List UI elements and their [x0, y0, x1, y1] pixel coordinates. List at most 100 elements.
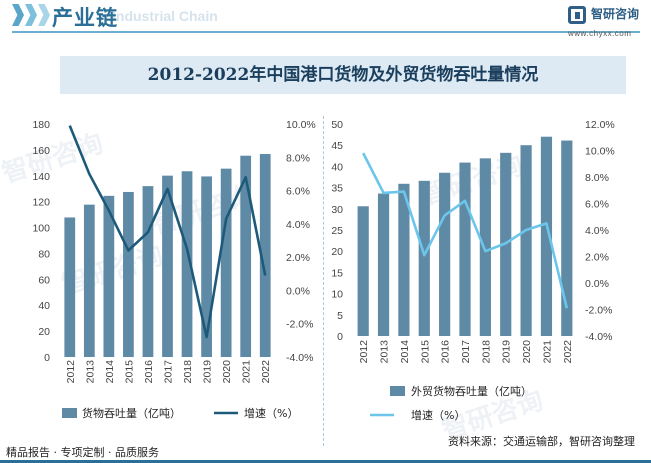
brand-url: www.chyxx.com: [568, 29, 632, 38]
legend-bar-label: 外贸货物吞吐量（亿吨）: [411, 384, 532, 398]
bar: [162, 175, 173, 357]
y-left-tick-label: 140: [32, 171, 50, 183]
bar: [561, 140, 573, 336]
y-left-tick-label: 40: [38, 300, 50, 312]
y-left-tick-label: 35: [331, 183, 343, 195]
x-tick-label: 2014: [399, 340, 411, 364]
legend-line-label: 增速（%）: [411, 408, 465, 422]
x-tick-label: 2021: [241, 360, 253, 384]
x-tick-label: 2013: [379, 340, 391, 364]
bar: [220, 168, 232, 357]
y-left-tick-label: 40: [331, 161, 343, 173]
brand-logo-icon: [568, 6, 586, 24]
y-right-tick-label: 10.0%: [286, 119, 316, 131]
header-chevrons-icon: [12, 4, 51, 28]
y-left-tick-label: 30: [331, 204, 343, 216]
y-left-tick-label: 45: [331, 140, 343, 152]
page-title: 产业链: [52, 5, 118, 30]
x-tick-label: 2015: [123, 360, 135, 384]
legend-bar-label: 货物吞吐量（亿吨）: [82, 406, 181, 420]
x-tick-label: 2019: [202, 360, 214, 384]
y-right-tick-label: -2.0%: [585, 305, 612, 317]
bar: [259, 154, 271, 357]
x-tick-label: 2018: [182, 360, 194, 384]
y-left-tick-label: 20: [38, 326, 50, 338]
y-right-tick-label: 2.0%: [286, 252, 310, 264]
y-right-tick-label: 12.0%: [585, 119, 615, 131]
y-right-tick-label: -4.0%: [585, 331, 612, 343]
bar: [142, 186, 154, 357]
x-tick-label: 2012: [358, 340, 370, 364]
x-tick-label: 2016: [440, 340, 452, 364]
y-left-tick-label: 80: [38, 248, 50, 260]
legend-line-label: 增速（%）: [244, 406, 298, 420]
bar: [398, 183, 410, 336]
x-tick-label: 2014: [104, 360, 116, 384]
y-right-tick-label: 0.0%: [585, 278, 609, 290]
footer-tagline: 精品报告 · 专项定制 · 品质服务: [6, 446, 159, 459]
y-left-tick-label: 160: [32, 145, 50, 157]
brand-name: 智研咨询: [591, 7, 640, 21]
x-tick-label: 2013: [84, 360, 96, 384]
x-tick-label: 2018: [480, 340, 492, 364]
y-left-tick-label: 180: [32, 119, 50, 131]
bar: [459, 162, 471, 336]
x-tick-label: 2017: [460, 340, 472, 364]
x-tick-label: 2015: [419, 340, 431, 364]
y-right-tick-label: 8.0%: [286, 152, 310, 164]
y-right-tick-label: 4.0%: [585, 225, 609, 237]
bar: [357, 206, 369, 336]
legend-bar-swatch: [62, 408, 77, 418]
y-right-tick-label: 6.0%: [585, 199, 609, 211]
y-left-tick-label: 25: [331, 225, 343, 237]
y-right-tick-label: -4.0%: [286, 352, 313, 364]
brand-logo: 智研咨询 www.chyxx.com: [568, 5, 648, 41]
y-right-tick-label: 0.0%: [286, 285, 310, 297]
footer-bar: [0, 460, 651, 463]
header-rule: [12, 31, 640, 33]
bar: [418, 180, 430, 336]
bar: [240, 155, 252, 357]
y-right-tick-label: -2.0%: [286, 319, 313, 331]
bar: [520, 145, 532, 336]
bar: [103, 195, 115, 357]
x-tick-label: 2022: [260, 360, 272, 384]
data-source: 资料来源：交通运输部，智研咨询整理: [448, 435, 635, 448]
y-left-tick-label: 60: [38, 274, 50, 286]
bar: [540, 136, 553, 336]
y-left-tick-label: 0: [337, 331, 343, 343]
header: Industrial Chain 产业链: [0, 0, 651, 40]
x-tick-label: 2020: [521, 340, 533, 364]
y-left-tick-label: 0: [44, 352, 50, 364]
y-right-tick-label: 4.0%: [286, 219, 310, 231]
y-left-tick-label: 120: [32, 197, 50, 209]
bar: [479, 158, 491, 336]
y-left-tick-label: 15: [331, 267, 343, 279]
x-tick-label: 2019: [501, 340, 513, 364]
y-right-tick-label: 10.0%: [585, 146, 615, 158]
x-tick-label: 2022: [562, 340, 574, 364]
chart-title: 2012-2022年中国港口货物及外贸货物吞吐量情况: [60, 56, 626, 94]
x-tick-label: 2021: [541, 340, 553, 364]
x-tick-label: 2012: [65, 360, 77, 384]
legend-bar-swatch: [390, 386, 405, 396]
bar: [181, 171, 193, 357]
y-right-tick-label: 6.0%: [286, 186, 310, 198]
bar: [439, 172, 451, 336]
chart-divider: [323, 116, 324, 446]
bar: [123, 191, 134, 357]
y-right-tick-label: 2.0%: [585, 252, 609, 264]
y-right-tick-label: 8.0%: [585, 172, 609, 184]
footer: 精品报告 · 专项定制 · 品质服务 资料来源：交通运输部，智研咨询整理: [0, 435, 651, 463]
y-left-tick-label: 100: [32, 223, 50, 235]
y-left-tick-label: 10: [331, 289, 343, 301]
bar: [201, 176, 212, 357]
x-tick-label: 2017: [163, 360, 175, 384]
bar: [377, 193, 390, 336]
y-left-tick-label: 5: [337, 310, 343, 322]
header-watermark: Industrial Chain: [112, 8, 218, 24]
bar: [83, 204, 95, 357]
x-tick-label: 2016: [143, 360, 155, 384]
y-left-tick-label: 20: [331, 246, 343, 258]
